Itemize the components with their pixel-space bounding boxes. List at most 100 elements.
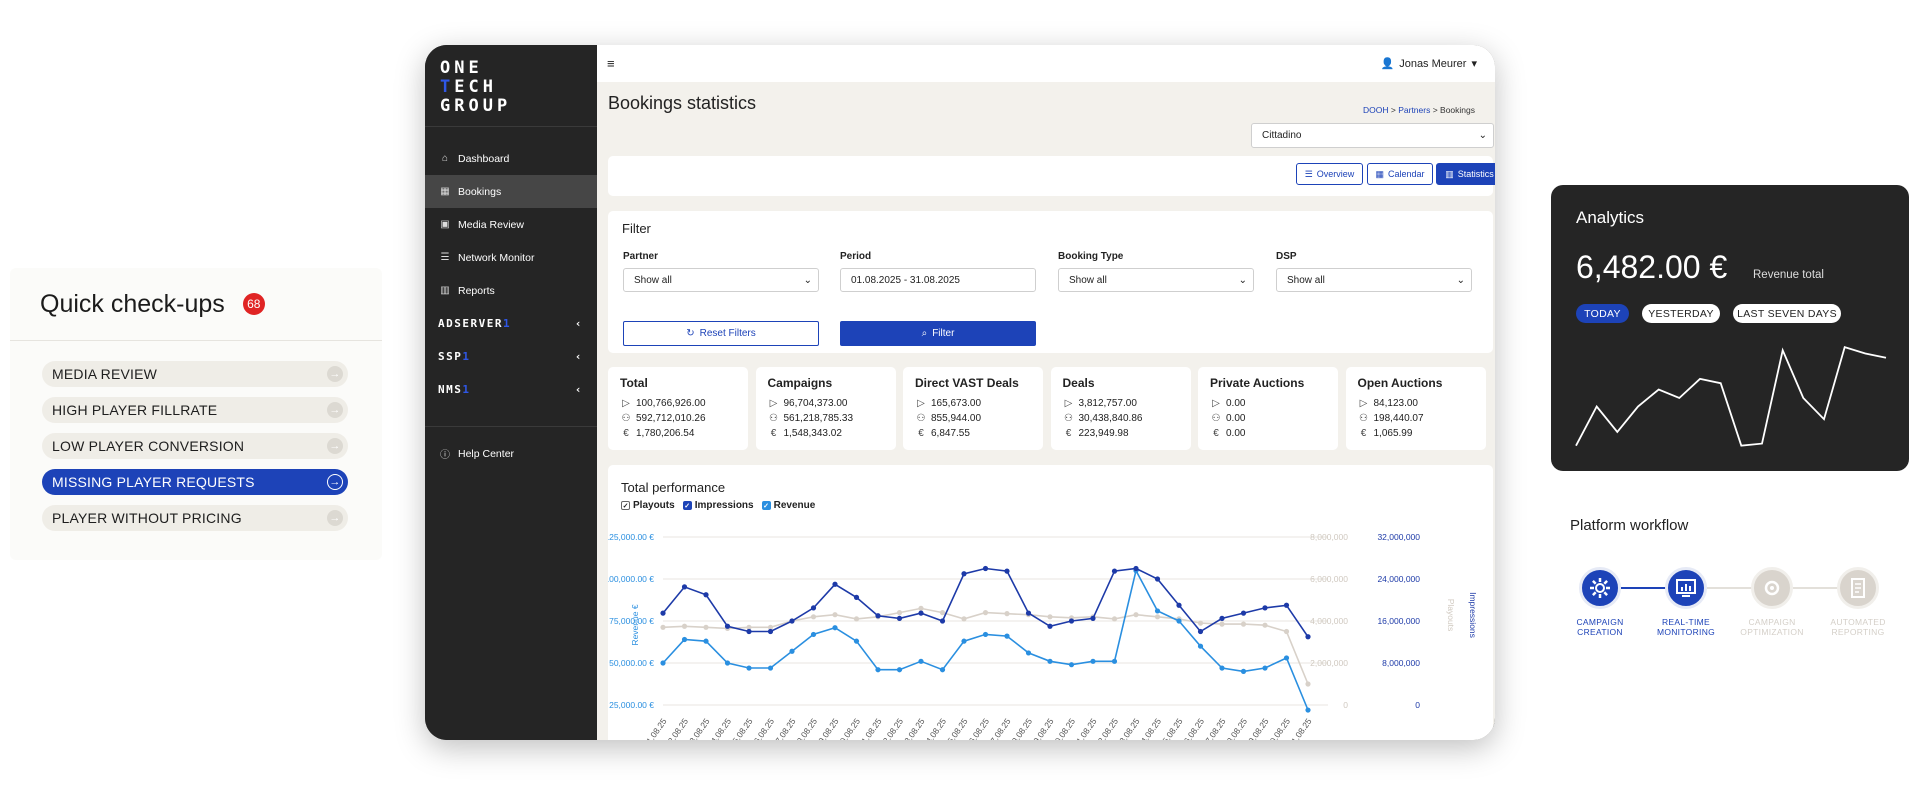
data-point-revenue <box>767 665 774 671</box>
data-point-playouts <box>982 610 989 616</box>
sidebar-item-media-review[interactable]: ▣ Media Review <box>425 208 597 241</box>
checkup-low-player-conversion[interactable]: LOW PLAYER CONVERSION → <box>42 433 348 459</box>
data-point-playouts <box>939 610 946 616</box>
data-point-playouts <box>1283 628 1290 635</box>
x-tick: 30.08.25 <box>1265 716 1292 740</box>
x-tick: 13.08.25 <box>899 716 926 740</box>
sidebar-group-nms[interactable]: NMS1 ‹ <box>425 373 597 406</box>
sidebar-item-dashboard[interactable]: ⌂ Dashboard <box>425 142 597 175</box>
data-point-revenue <box>1025 650 1032 656</box>
stat-value: 198,440.07 <box>1373 413 1424 424</box>
user-menu[interactable]: 👤 Jonas Meurer ▾ <box>1381 57 1478 71</box>
overview-button[interactable]: ☰ Overview <box>1296 163 1363 185</box>
sidebar-group-ssp[interactable]: SSP1 ‹ <box>425 340 597 373</box>
last-seven-days-pill[interactable]: LAST SEVEN DAYS <box>1733 304 1841 323</box>
stat-card: Open Auctions ▷ 84,123.00 ⚇ 198,440.07 €1,065… <box>1345 367 1486 450</box>
sidebar-item-help-center[interactable]: ⓘ Help Center <box>425 437 597 470</box>
play-icon: ▷ <box>1064 398 1073 409</box>
booking-type-select[interactable]: Show all ⌄ <box>1058 268 1254 292</box>
sidebar-item-label: Network Monitor <box>458 251 535 264</box>
logo[interactable]: ONE TECH GROUP <box>425 45 597 127</box>
partner-select[interactable]: Cittadino ⌄ <box>1251 123 1494 148</box>
data-point-impressions <box>681 584 688 590</box>
dsp-label: DSP <box>1276 251 1297 262</box>
statistics-button[interactable]: ▥ Statistics <box>1436 163 1495 185</box>
analytics-title: Analytics <box>1576 208 1645 227</box>
play-icon: ▷ <box>917 398 925 409</box>
data-point-revenue <box>789 648 795 654</box>
filter-title: Filter <box>622 221 651 236</box>
stat-value: 1,548,343.02 <box>783 428 842 439</box>
x-tick: 26.08.25 <box>1179 716 1206 740</box>
checkup-player-without-pricing[interactable]: PLAYER WITHOUT PRICING → <box>42 505 348 531</box>
sidebar-item-network-monitor[interactable]: ☰ Network Monitor <box>425 241 597 274</box>
checkup-media-review[interactable]: MEDIA REVIEW → <box>42 361 348 387</box>
workflow-step-campaign-creation[interactable]: CAMPAIGN CREATION <box>1565 567 1635 637</box>
users-icon: ⚇ <box>1064 413 1073 424</box>
filter-button[interactable]: ⌕ Filter <box>840 321 1036 346</box>
checkup-missing-player-requests[interactable]: MISSING PLAYER REQUESTS → <box>42 469 348 495</box>
stat-title: Total <box>620 376 648 390</box>
chevron-left-icon: ‹ <box>574 317 583 330</box>
workflow-title: Platform workflow <box>1570 517 1689 534</box>
report-icon <box>1837 567 1879 609</box>
data-point-impressions <box>703 592 709 598</box>
logo-line-1: ONE <box>440 58 483 78</box>
x-tick: 12.08.25 <box>878 716 905 740</box>
yesterday-pill[interactable]: YESTERDAY <box>1642 304 1720 323</box>
x-tick: 10.08.25 <box>835 716 862 740</box>
data-point-impressions <box>1111 568 1118 574</box>
data-point-impressions <box>1240 610 1247 616</box>
legend-playouts[interactable]: ✓ Playouts <box>621 500 675 511</box>
x-tick: 20.08.25 <box>1050 716 1077 740</box>
stat-value: 561,218,785.33 <box>783 413 854 424</box>
partner-filter-select[interactable]: Show all ⌄ <box>623 268 819 292</box>
x-tick: 24.08.25 <box>1136 716 1163 740</box>
dsp-select[interactable]: Show all ⌄ <box>1276 268 1472 292</box>
legend-revenue[interactable]: ✓ Revenue <box>761 500 815 511</box>
user-name: Jonas Meurer <box>1399 57 1467 70</box>
data-point-revenue <box>660 660 666 666</box>
stat-card: Direct VAST Deals ▷ 165,673.00 ⚇ 855,944.00 €… <box>903 367 1043 450</box>
data-point-revenue <box>724 660 731 666</box>
data-point-impressions <box>789 618 795 624</box>
overview-label: Overview <box>1316 169 1355 179</box>
today-pill[interactable]: TODAY <box>1576 304 1629 323</box>
sidebar-item-reports[interactable]: ▥ Reports <box>425 274 597 307</box>
reset-filters-button[interactable]: ↻ Reset Filters <box>623 321 819 346</box>
partner-filter-value: Show all <box>634 274 672 286</box>
series-line-playouts <box>662 607 1309 685</box>
breadcrumb-partners[interactable]: Partners <box>1398 105 1431 115</box>
group-name: NMS <box>438 383 463 396</box>
x-tick: 22.08.25 <box>1093 716 1120 740</box>
calendar-icon: ▦ <box>440 186 450 197</box>
stat-impressions: ⚇ 855,944.00 <box>916 411 1043 426</box>
workflow-step-automated-reporting[interactable]: AUTOMATED REPORTING <box>1823 567 1893 637</box>
breadcrumb-dooh[interactable]: DOOH <box>1363 105 1389 115</box>
performance-card: Total performance ✓ Playouts ✓ Impressions… <box>608 465 1493 740</box>
calendar-button[interactable]: ▦ Calendar <box>1367 163 1433 185</box>
data-point-playouts <box>961 616 967 622</box>
sidebar-item-bookings[interactable]: ▦ Bookings <box>425 175 597 208</box>
data-point-playouts <box>832 612 838 618</box>
euro-icon: € <box>623 428 629 439</box>
x-tick: 14.08.25 <box>921 716 948 740</box>
workflow-connector <box>1707 587 1765 589</box>
period-input[interactable]: 01.08.2025 - 31.08.2025 <box>840 268 1036 292</box>
workflow-step-real-time-monitoring[interactable]: REAL-TIME MONITORING <box>1651 567 1721 637</box>
legend-impressions[interactable]: ✓ Impressions <box>682 500 754 511</box>
data-point-impressions <box>1090 615 1096 621</box>
y-axis-label-right-playouts: Playouts <box>1446 599 1456 632</box>
hamburger-menu-icon[interactable]: ≡ <box>607 56 615 71</box>
dsp-value: Show all <box>1287 274 1325 286</box>
y-tick-right-impressions: 24,000,000 <box>1377 574 1420 584</box>
platform-workflow: Platform workflow CAMPAIGN CREATION REAL-… <box>1555 508 1910 658</box>
sidebar-group-adserver[interactable]: ADSERVER1 ‹ <box>425 307 597 340</box>
workflow-step-label-line: REAL-TIME <box>1661 617 1711 627</box>
checkup-label: MEDIA REVIEW <box>52 366 158 382</box>
checkup-high-player-fillrate[interactable]: HIGH PLAYER FILLRATE → <box>42 397 348 423</box>
users-icon: ⚇ <box>769 413 778 424</box>
data-point-impressions <box>896 615 903 621</box>
workflow-step-campaign-optimization[interactable]: CAMPAIGN OPTIMIZATION <box>1737 567 1807 637</box>
x-tick: 23.08.25 <box>1114 716 1141 740</box>
